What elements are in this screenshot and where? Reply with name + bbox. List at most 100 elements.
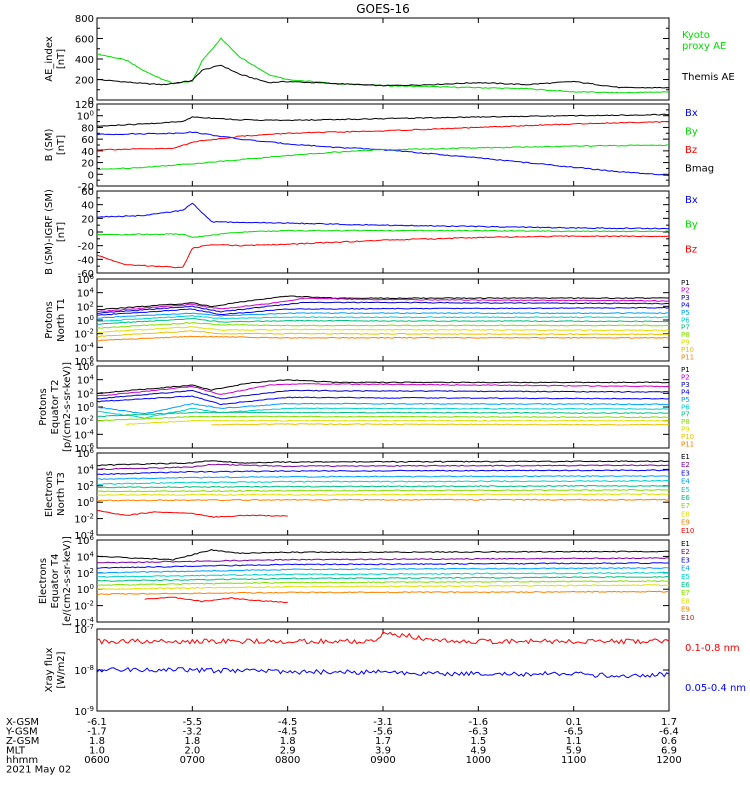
legend-channel-p5: P5	[681, 309, 690, 317]
x-row-value: -6.5	[564, 727, 584, 738]
legend-channel-e7: E7	[681, 589, 690, 597]
y-tick-label: 0	[88, 96, 94, 107]
legend-bmag: Bmag	[685, 164, 714, 175]
y-axis-label: Equator T4	[50, 554, 61, 609]
y-tick-label: -20	[78, 242, 94, 253]
legend-channel-e5: E5	[681, 573, 690, 581]
legend-channel-e9: E9	[681, 519, 690, 527]
y-tick-label: 10-8	[74, 664, 94, 677]
series-line-p5	[96, 312, 670, 319]
x-row-label: MLT	[6, 746, 26, 757]
legend-channel-e9: E9	[681, 606, 690, 614]
legend-channel-p11: P11	[681, 441, 694, 449]
y-axis-label: Electrons	[44, 471, 55, 517]
series-line-p2	[96, 383, 670, 397]
y-tick-label: 102	[77, 387, 94, 400]
x-row-value: 6.9	[661, 746, 677, 757]
x-row-value: 1200	[656, 755, 681, 766]
y-tick-label: 10-6	[74, 355, 94, 368]
series-line-e4	[96, 475, 670, 481]
x-row-label: hhmm	[6, 755, 38, 766]
x-row-label: Z-GSM	[6, 736, 39, 747]
y-axis-label: B (SM)-IGRF (SM)	[44, 189, 55, 275]
y-tick-label: 106	[77, 534, 95, 547]
series-line-p9	[125, 419, 669, 425]
legend-channel-e1: E1	[681, 453, 690, 461]
y-tick-label: 10-2	[74, 600, 94, 613]
series-line-p9	[96, 326, 670, 334]
x-row-value: 2.0	[184, 746, 200, 757]
legend-themis-ae: Themis AE	[681, 72, 735, 83]
series-line-themis-ae	[96, 64, 670, 89]
x-row-value: -4.5	[278, 727, 298, 738]
y-tick-label: 10-4	[74, 428, 94, 441]
series-line-e2	[96, 463, 669, 470]
series-line-p5	[96, 402, 670, 415]
legend-bz: Bz	[685, 145, 697, 156]
y-tick-label: 120	[75, 100, 94, 111]
legend-by: By	[685, 220, 698, 231]
legend-channel-e4: E4	[681, 565, 690, 573]
panel-frame	[96, 190, 670, 274]
legend-bx: Bx	[685, 195, 698, 206]
series-line-bz	[96, 235, 670, 269]
legend-kyoto-proxy-ae: proxy AE	[682, 41, 726, 52]
x-row-value: 1.7	[375, 736, 391, 747]
x-row-value: 1.8	[184, 736, 200, 747]
y-tick-label: -60	[78, 269, 94, 280]
y-tick-label: 60	[81, 135, 94, 146]
series-line-p3	[96, 389, 670, 400]
x-row-value: 1.8	[89, 736, 105, 747]
series-line-e4	[96, 566, 670, 574]
legend-bz: Bz	[685, 244, 697, 255]
legend-channel-e3: E3	[681, 556, 690, 564]
x-row-value: 1.5	[470, 736, 486, 747]
x-row-label: Y-GSM	[5, 727, 38, 738]
y-tick-label: 102	[77, 480, 94, 493]
y-tick-label: 106	[77, 447, 95, 460]
legend-by: By	[685, 127, 698, 138]
series-line-p10	[96, 330, 670, 338]
series-line-0-1-0-8-nm	[96, 631, 670, 645]
x-row-value: -1.7	[87, 727, 107, 738]
legend-channel-e1: E1	[681, 540, 690, 548]
x-row-value: 4.9	[470, 746, 486, 757]
y-tick-label: 104	[77, 287, 95, 300]
y-tick-label: 20	[81, 159, 94, 170]
series-line-p11	[97, 335, 670, 342]
x-row-value: 1.0	[89, 746, 105, 757]
y-tick-label: -20	[78, 182, 94, 193]
series-line-p7	[96, 317, 670, 325]
x-row-value: 0.6	[661, 736, 677, 747]
legend-channel-p2: P2	[681, 286, 690, 294]
x-row-label: X-GSM	[6, 717, 39, 728]
series-line-bmag	[96, 113, 670, 127]
x-row-value: 2.9	[280, 746, 296, 757]
x-row-value: 0600	[84, 755, 109, 766]
y-tick-label: 106	[77, 273, 95, 286]
x-row-value: 0900	[370, 755, 395, 766]
legend-channel-e8: E8	[681, 510, 690, 518]
series-line-p4	[96, 395, 670, 406]
legend-channel-e5: E5	[681, 486, 690, 494]
panel-et4: 10-4 10-2 100 102 104 106 Electrons Equator T4[…	[38, 534, 694, 629]
series-line-e8	[96, 493, 670, 496]
x-row-value: -1.6	[469, 717, 489, 728]
series-line-0-05-0-4-nm	[96, 666, 670, 679]
series-line-e7	[96, 488, 670, 493]
panel-frame	[96, 17, 670, 101]
y-axis-label: Electrons	[38, 558, 49, 604]
y-axis-label: [nT]	[56, 222, 67, 242]
series-line-e1	[96, 460, 669, 467]
y-tick-label: 102	[77, 567, 94, 580]
legend-channel-p9: P9	[681, 426, 690, 434]
series-line-e9	[96, 590, 670, 596]
series-line-p2	[96, 297, 670, 313]
x-row-value: 1.8	[280, 736, 296, 747]
y-axis-label: Protons	[44, 301, 55, 338]
series-line-bz	[96, 120, 670, 151]
panel-frame	[96, 365, 670, 449]
